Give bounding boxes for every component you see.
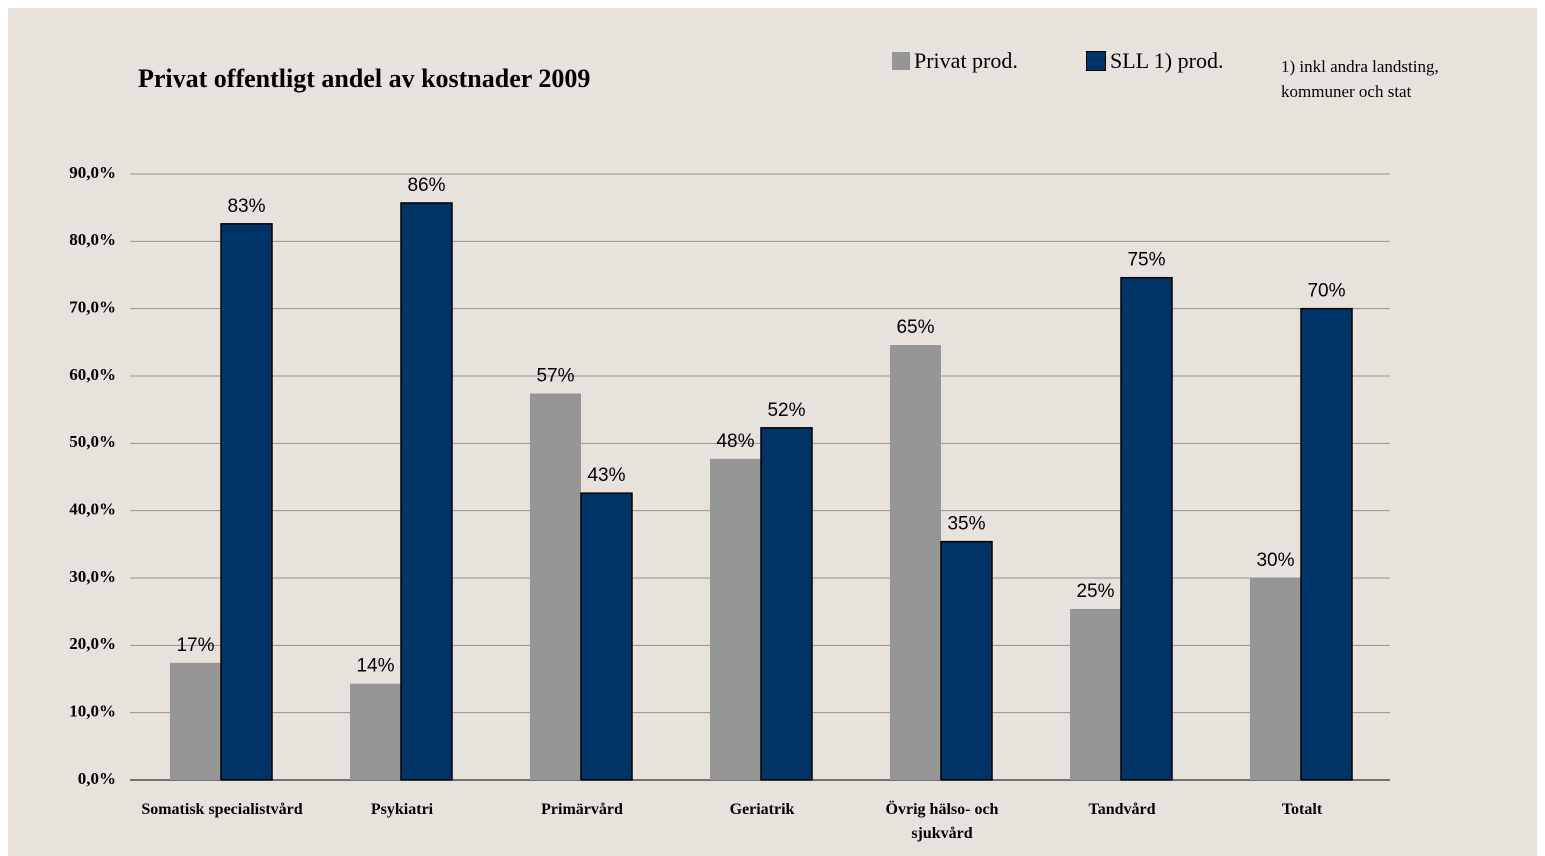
y-tick-label: 0,0% xyxy=(78,769,116,788)
bar xyxy=(580,492,633,781)
chart-title: Privat offentligt andel av kostnader 200… xyxy=(138,64,591,93)
x-tick-label: Primärvård xyxy=(541,801,623,818)
bar xyxy=(940,540,993,781)
value-label: 52% xyxy=(767,400,805,421)
value-label: 30% xyxy=(1256,550,1294,571)
bar xyxy=(170,662,221,780)
value-label: 25% xyxy=(1076,581,1114,602)
y-tick-label: 60,0% xyxy=(69,365,116,384)
bar xyxy=(1070,608,1121,780)
bar xyxy=(710,458,761,780)
value-label: 48% xyxy=(716,431,754,452)
x-tick-label: Tandvård xyxy=(1088,801,1156,818)
y-tick-label: 20,0% xyxy=(69,634,116,653)
y-tick-label: 30,0% xyxy=(69,567,116,586)
footnote: 1) inkl andra landsting, kommuner och st… xyxy=(1281,57,1439,101)
bar xyxy=(220,223,273,781)
x-tick-label: Geriatrik xyxy=(729,801,795,818)
x-tick-label: Totalt xyxy=(1281,801,1323,818)
value-label: 57% xyxy=(536,366,574,387)
value-label: 83% xyxy=(227,196,265,217)
legend-item: SLL 1) prod. xyxy=(1086,48,1223,74)
y-tick-label: 80,0% xyxy=(69,230,116,249)
y-tick-label: 50,0% xyxy=(69,432,116,451)
legend-label: SLL 1) prod. xyxy=(1110,48,1224,73)
legend-item: Privat prod. xyxy=(892,48,1018,74)
x-tick-label: Övrig hälso- och sjukvård xyxy=(885,801,999,842)
bar xyxy=(530,393,581,780)
x-tick-label: Psykiatri xyxy=(370,801,434,818)
bar xyxy=(350,683,401,780)
x-tick-label: Somatisk specialistvård xyxy=(141,801,303,818)
value-label: 35% xyxy=(947,514,985,535)
legend-swatch xyxy=(892,52,910,70)
value-label: 75% xyxy=(1127,250,1165,271)
value-label: 17% xyxy=(176,635,214,656)
bar xyxy=(890,345,941,780)
value-label: 65% xyxy=(896,317,934,338)
value-label: 70% xyxy=(1307,281,1345,302)
value-label: 43% xyxy=(587,465,625,486)
bar xyxy=(1250,578,1301,780)
value-label: 86% xyxy=(407,175,445,196)
bar xyxy=(400,202,453,781)
y-tick-label: 10,0% xyxy=(69,702,116,721)
legend-swatch xyxy=(1086,51,1106,71)
y-tick-label: 70,0% xyxy=(69,298,116,317)
bar xyxy=(1120,276,1173,781)
value-label: 14% xyxy=(356,656,394,677)
legend-label: Privat prod. xyxy=(914,48,1018,73)
y-tick-label: 40,0% xyxy=(69,500,116,519)
y-tick-label: 90,0% xyxy=(69,163,116,182)
bar xyxy=(760,427,813,781)
bar xyxy=(1300,307,1353,781)
